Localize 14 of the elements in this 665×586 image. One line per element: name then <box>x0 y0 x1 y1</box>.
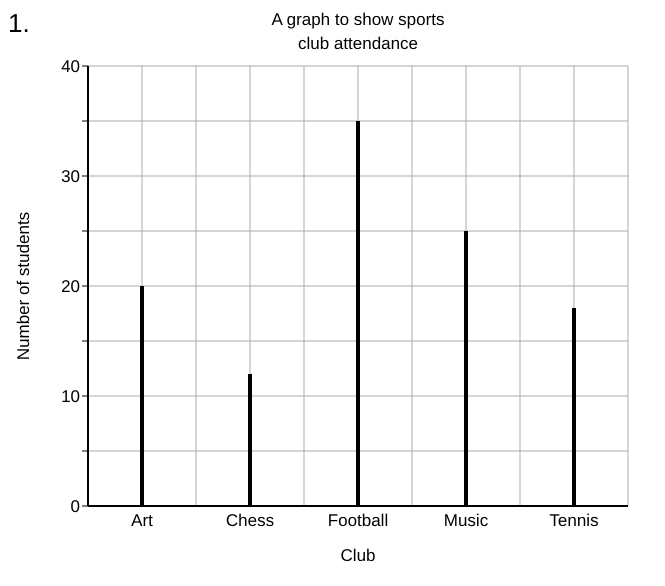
x-tick-label: Chess <box>226 511 274 530</box>
y-tick-label: 20 <box>61 277 80 296</box>
x-tick-label: Football <box>328 511 388 530</box>
text: 1. <box>8 8 30 39</box>
y-tick-label: 30 <box>61 167 80 186</box>
x-tick-label: Music <box>444 511 489 530</box>
x-tick-label: Art <box>131 511 154 530</box>
y-axis-title: Number of students <box>14 212 34 360</box>
x-tick-label: Tennis <box>549 511 599 530</box>
x-axis-title: Club <box>340 546 376 565</box>
y-tick-label: 40 <box>61 57 80 76</box>
chart-title: A graph to show sports club attendance <box>272 10 444 53</box>
y-tick-label: 10 <box>61 387 80 406</box>
y-tick-label: 0 <box>70 497 80 516</box>
